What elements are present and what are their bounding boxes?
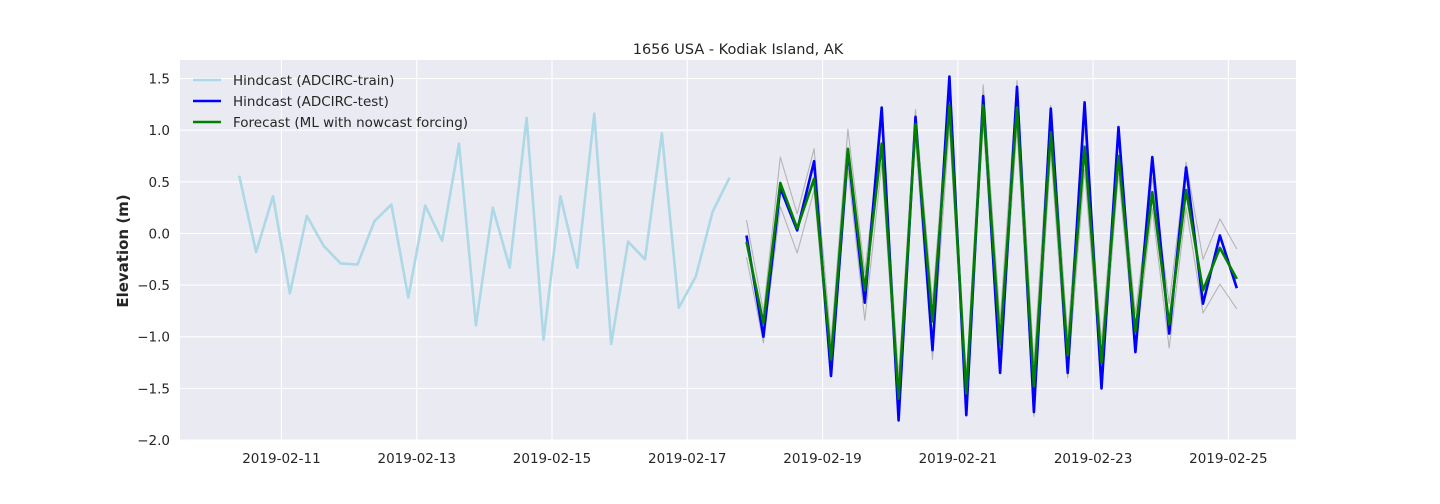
y-tick-label: −2.0: [137, 433, 170, 449]
x-tick-label: 2019-02-13: [377, 451, 455, 467]
y-tick-label: −1.0: [137, 330, 170, 346]
y-tick-label: −0.5: [137, 278, 170, 294]
legend-label: Forecast (ML with nowcast forcing): [233, 115, 468, 131]
x-tick-label: 2019-02-25: [1189, 451, 1267, 467]
series-lines: [237, 75, 1239, 422]
y-tick-label: 0.0: [149, 226, 170, 242]
legend: Hindcast (ADCIRC-train) Hindcast (ADCIRC-…: [193, 73, 468, 131]
tick-labels: 2019-02-11 2019-02-13 2019-02-15 2019-02-17…: [137, 72, 1267, 467]
series-line-2: [745, 104, 1238, 401]
x-tick-label: 2019-02-21: [919, 451, 997, 467]
x-tick-label: 2019-02-19: [783, 451, 861, 467]
y-tick-label: −1.5: [137, 381, 170, 397]
x-tick-label: 2019-02-17: [648, 451, 726, 467]
series-line-0: [237, 112, 731, 346]
legend-label: Hindcast (ADCIRC-train): [233, 73, 394, 89]
x-tick-label: 2019-02-11: [242, 451, 320, 467]
x-tick-label: 2019-02-15: [513, 451, 591, 467]
x-tick-label: 2019-02-23: [1054, 451, 1132, 467]
y-tick-label: 1.0: [149, 123, 170, 139]
y-tick-label: 0.5: [149, 175, 170, 191]
y-axis-label: Elevation (m): [114, 194, 132, 307]
y-tick-label: 1.5: [149, 72, 170, 88]
legend-label: Hindcast (ADCIRC-test): [233, 94, 389, 110]
chart-title: 1656 USA - Kodiak Island, AK: [633, 42, 844, 58]
